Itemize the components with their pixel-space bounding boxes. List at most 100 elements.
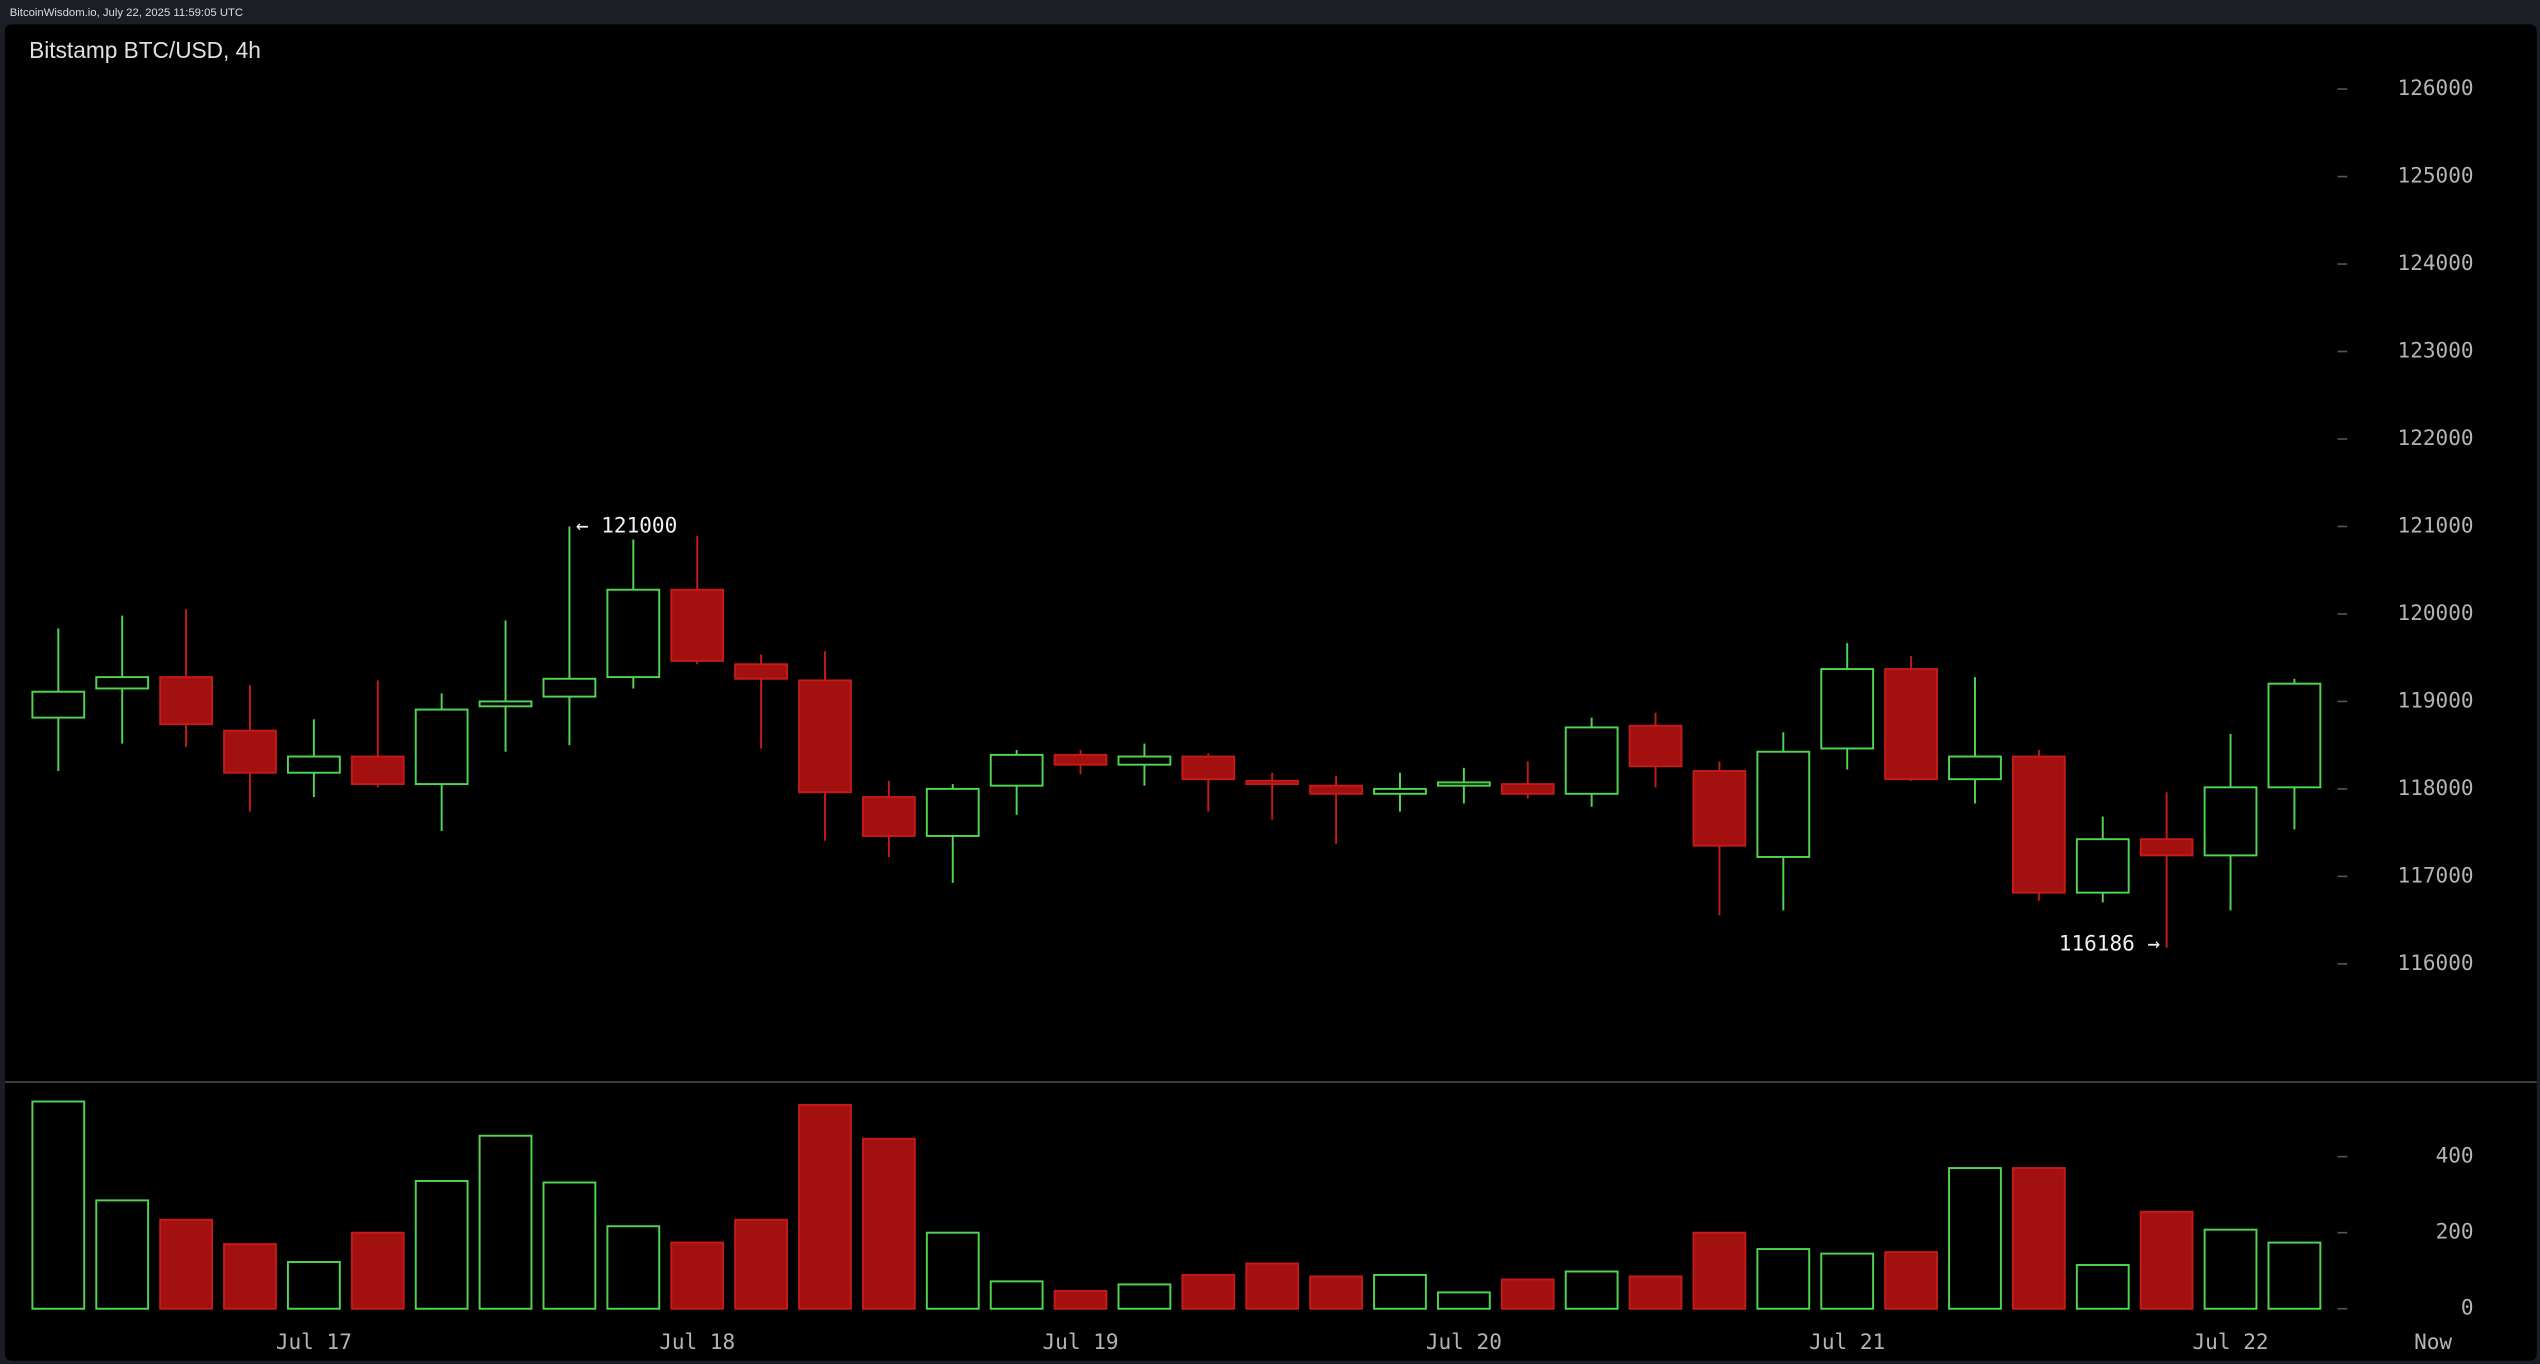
volume-bar [1245,1262,1300,1310]
y-tick-label: 120000 [2398,600,2474,625]
volume-bar [1628,1275,1683,1310]
candle-body [1373,787,1427,795]
volume-bar [2203,1228,2258,1310]
candle-body [1948,755,2002,781]
volume-bar [286,1261,341,1310]
volume-bar [2139,1210,2194,1310]
plot-area [4,24,2537,1361]
candle-body [1500,783,1555,795]
candle-body [159,676,213,726]
x-tick-label: Jul 22 [2193,1329,2269,1354]
y-tick-label: 124000 [2398,250,2474,275]
candle-body [1181,755,1236,781]
volume-bar [1436,1291,1491,1310]
volume-bar [2267,1241,2322,1310]
y-tick-label: 200 [2436,1219,2474,1244]
now-label: Now [2414,1329,2452,1354]
candle-body [2139,838,2194,857]
volume-bar [670,1241,725,1310]
volume-bar [1692,1231,1747,1310]
candle-body [1756,750,1811,858]
volume-bar [1756,1248,1811,1310]
candle-body [95,676,150,690]
candle-body [414,708,469,786]
y-tick-label: 121000 [2398,512,2474,537]
candle-body [989,753,1044,787]
volume-bar [478,1134,533,1310]
y-tick-label: 118000 [2398,775,2474,800]
x-tick-label: Jul 20 [1426,1329,1502,1354]
volume-bar [925,1231,980,1310]
chart-title: Bitstamp BTC/USD, 4h [29,37,261,63]
candle-body [670,588,725,662]
candle-body [734,663,788,680]
y-tick-label: 117000 [2398,862,2474,887]
volume-bar [350,1231,405,1310]
candle-body [1884,668,1938,781]
candle-body [1692,770,1747,847]
candle-body [2075,838,2130,894]
high-annotation: ← 121000 [576,512,677,537]
volume-bar [1053,1289,1108,1310]
candle-body [1245,779,1300,786]
candle-body [1820,668,1875,750]
candle-body [861,796,916,837]
candle-body [478,700,533,708]
candle-body [2267,682,2322,789]
candle-body [542,677,597,698]
y-tick-label: 123000 [2398,338,2474,363]
x-tick-label: Jul 19 [1043,1329,1119,1354]
volume-bar [734,1218,788,1310]
candle-body [350,755,405,786]
x-tick-label: Jul 18 [659,1329,735,1354]
volume-bar [31,1100,86,1310]
candle-body [223,729,277,774]
volume-bar [223,1243,277,1310]
volume-bar [95,1199,150,1310]
candle-body [1628,724,1683,768]
low-annotation: 116186 → [2059,930,2160,955]
volume-bar [989,1280,1044,1310]
volume-bar [1884,1251,1938,1310]
volume-bar [1373,1273,1427,1310]
source-label: BitcoinWisdom.io, July 22, 2025 11:59:05… [10,7,243,19]
volume-bar [1181,1273,1236,1310]
candle-body [925,787,980,837]
volume-bar [1309,1275,1363,1310]
volume-bar [606,1225,661,1310]
y-tick-label: 125000 [2398,163,2474,188]
volume-bar [2075,1264,2130,1310]
candle-body [798,679,852,794]
candle-body [1436,781,1491,787]
volume-bar [1948,1167,2002,1310]
volume-bar [1564,1270,1619,1310]
volume-bar [1820,1252,1875,1310]
candle-body [1117,755,1172,766]
x-tick-label: Jul 21 [1809,1329,1885,1354]
y-tick-label: 126000 [2398,75,2474,100]
volume-bar [159,1218,213,1310]
candle-body [286,755,341,774]
candle-body [2203,786,2258,857]
y-tick-label: 119000 [2398,687,2474,712]
x-tick-label: Jul 17 [276,1329,352,1354]
volume-bar [798,1103,852,1310]
candle-body [1564,726,1619,795]
y-tick-label: 122000 [2398,425,2474,450]
y-tick-label: 400 [2436,1143,2474,1168]
y-tick-label: 0 [2461,1295,2474,1320]
candle-body [1053,753,1108,766]
candle-body [1309,784,1363,795]
y-tick-label: 116000 [2398,950,2474,975]
volume-bar [1117,1283,1172,1310]
volume-bar [1500,1278,1555,1310]
volume-bar [414,1180,469,1310]
volume-bar [861,1137,916,1310]
volume-bar [542,1181,597,1310]
candle-body [606,588,661,679]
candle-body [2011,755,2066,894]
candle-body [31,690,86,719]
volume-bar [2011,1167,2066,1310]
